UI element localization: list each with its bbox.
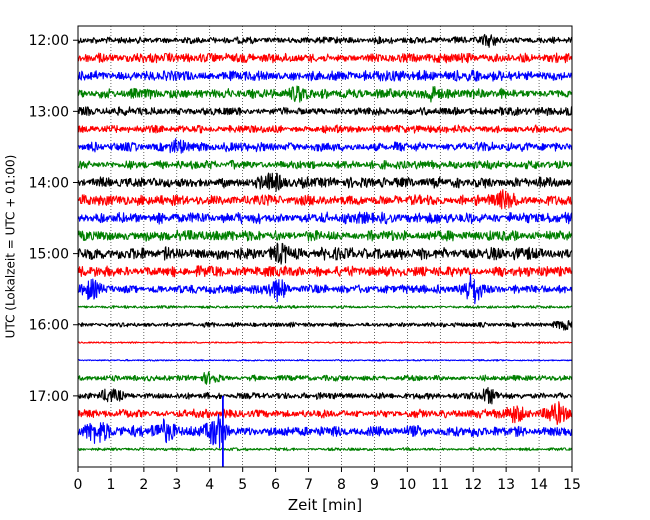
trace-1715	[77, 401, 573, 426]
trace-1215	[77, 52, 573, 64]
x-tick-label: 12	[464, 477, 482, 493]
x-tick-label: 1	[106, 477, 115, 493]
x-axis-label: Zeit [min]	[288, 496, 362, 514]
x-tick-label: 0	[74, 477, 83, 493]
x-tick-label: 2	[139, 477, 148, 493]
trace-1645	[77, 371, 573, 385]
y-axis-label: UTC (Lokalzeit = UTC + 01:00)	[4, 155, 18, 339]
x-tick-label: 9	[370, 477, 379, 493]
x-tick-label: 3	[172, 477, 181, 493]
trace-1345	[77, 159, 573, 170]
y-tick-label: 14:00	[29, 175, 69, 191]
trace-1300	[77, 106, 573, 117]
plot-frame	[77, 25, 573, 468]
trace-1400	[77, 172, 573, 192]
trace-1230	[77, 69, 573, 82]
trace-1630	[77, 358, 573, 362]
y-tick-label: 16:00	[29, 318, 69, 334]
trace-1315	[77, 124, 573, 134]
x-tick-label: 5	[238, 477, 247, 493]
x-tick-label: 14	[530, 477, 548, 493]
x-tick-label: 13	[497, 477, 515, 493]
x-tick-label: 6	[271, 477, 280, 493]
trace-1200	[77, 33, 573, 48]
trace-group	[77, 33, 573, 452]
x-axis-ticks: 0 1 2 3 4 5 6 7 8 9 10 11 12 13 14 15	[74, 467, 581, 493]
trace-1515	[77, 265, 573, 278]
trace-1730	[77, 413, 573, 449]
trace-1500	[77, 242, 573, 265]
y-tick-label: 12:00	[29, 33, 69, 49]
y-tick-label: 13:00	[29, 104, 69, 120]
x-tick-label: 10	[398, 477, 416, 493]
trace-1700	[77, 387, 573, 405]
y-axis-ticks: 12:00 13:00 14:00 15:00 16:00 17:00	[29, 33, 78, 405]
y-tick-label: 17:00	[29, 389, 69, 405]
trace-1745	[77, 447, 573, 452]
trace-1545	[77, 304, 573, 309]
trace-1600	[77, 320, 573, 331]
x-tick-label: 7	[304, 477, 313, 493]
x-tick-label: 8	[337, 477, 346, 493]
trace-1615	[77, 341, 573, 344]
trace-1430	[77, 211, 573, 225]
trace-1330	[77, 138, 573, 154]
trace-1445	[77, 229, 573, 242]
trace-1415	[77, 189, 573, 210]
y-tick-label: 15:00	[29, 247, 69, 263]
x-tick-label: 11	[431, 477, 449, 493]
x-tick-label: 15	[563, 477, 581, 493]
trace-1245	[77, 85, 573, 103]
x-tick-label: 4	[205, 477, 214, 493]
trace-1530	[77, 273, 573, 305]
